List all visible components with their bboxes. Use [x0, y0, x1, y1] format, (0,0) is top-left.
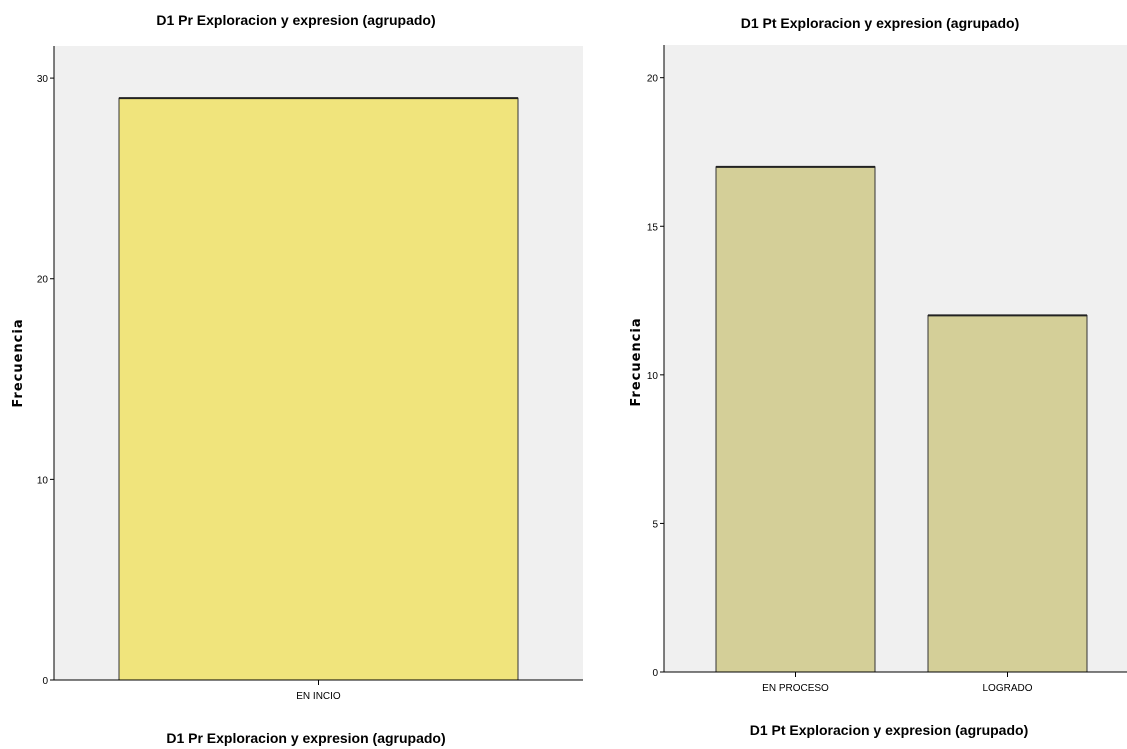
chart-right-y-ticks: 0 5 10 15 20: [647, 74, 664, 679]
chart-right-bar-1: [715, 166, 876, 673]
chart-right-y-tick-label: 5: [652, 519, 658, 530]
chart-left-bar-1: [118, 97, 519, 681]
chart-left-y-ticks: 0 10 20 30: [37, 74, 54, 687]
chart-right-x-axis-label: D1 Pt Exploracion y expresion (agrupado): [750, 722, 1029, 738]
chart-left-y-tick-label: 10: [37, 475, 49, 486]
chart-left: D1 Pr Exploracion y expresion (agrupado)…: [11, 12, 583, 746]
chart-right-y-tick-label: 15: [647, 222, 659, 233]
chart-right-bar-2: [927, 314, 1088, 673]
chart-left-y-axis-label: Frecuencia: [11, 318, 26, 407]
chart-right: D1 Pt Exploracion y expresion (agrupado)…: [629, 15, 1127, 738]
chart-left-x-axis-label: D1 Pr Exploracion y expresion (agrupado): [166, 730, 445, 746]
chart-right-category-label: LOGRADO: [982, 683, 1032, 694]
chart-left-x-ticks: EN INCIO: [296, 680, 341, 702]
chart-right-category-label: EN PROCESO: [762, 683, 829, 694]
chart-left-y-tick-label: 20: [37, 275, 49, 286]
chart-right-y-axis-label: Frecuencia: [629, 317, 644, 406]
chart-right-title: D1 Pt Exploracion y expresion (agrupado): [741, 15, 1020, 31]
chart-left-category-label: EN INCIO: [296, 691, 341, 702]
chart-right-x-ticks: EN PROCESO LOGRADO: [762, 672, 1033, 694]
chart-left-y-tick-label: 30: [37, 74, 49, 85]
chart-right-bars: [715, 165, 1088, 673]
chart-right-y-tick-label: 0: [652, 668, 658, 679]
chart-left-y-tick-label: 0: [42, 676, 48, 687]
chart-left-bars: [118, 97, 519, 681]
chart-right-y-tick-label: 20: [647, 74, 659, 85]
chart-right-y-tick-label: 10: [647, 371, 659, 382]
chart-left-title: D1 Pr Exploracion y expresion (agrupado): [156, 12, 435, 28]
